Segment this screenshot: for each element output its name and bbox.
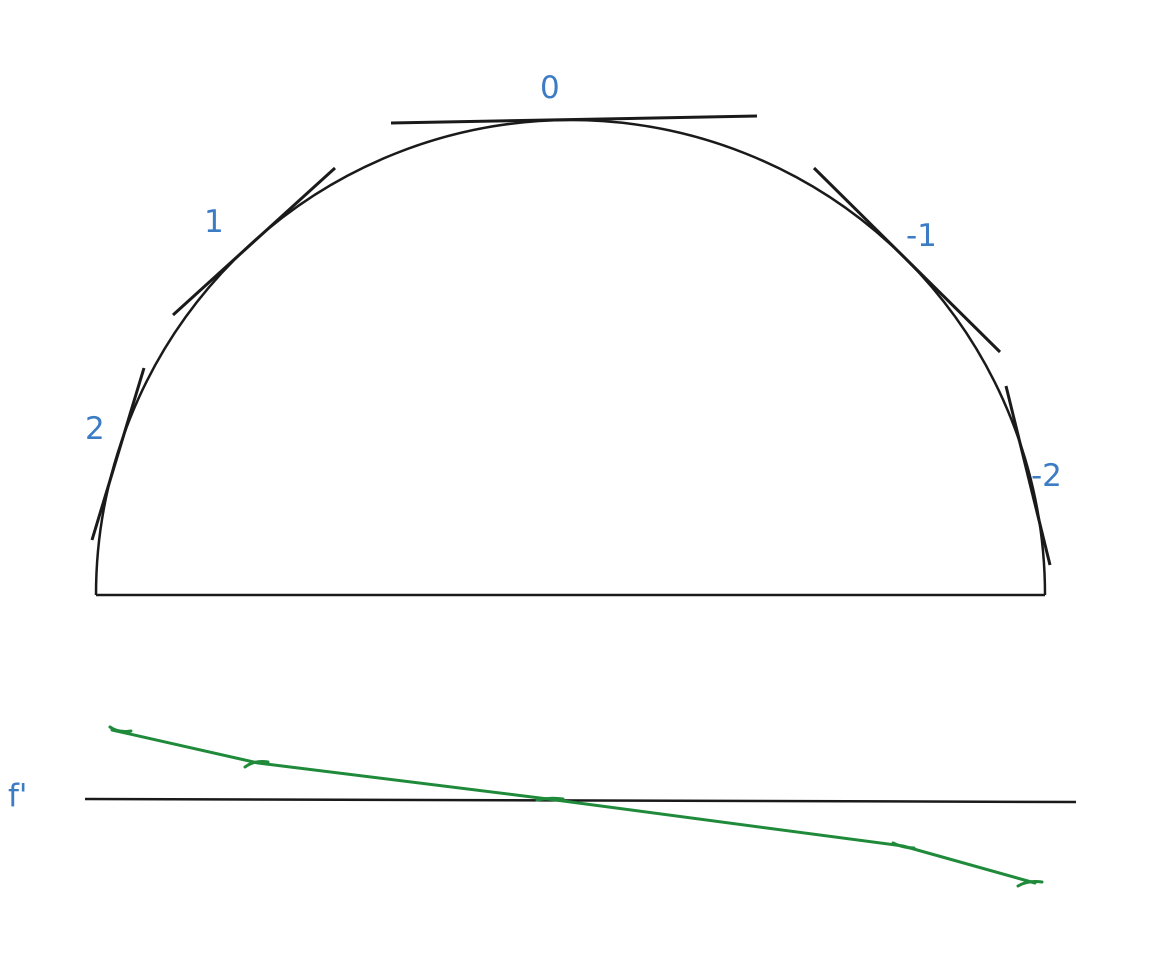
tangent-label-minus-2: -2 (1031, 458, 1062, 494)
tangent-line-1 (171, 166, 337, 317)
tangent-line-0 (390, 114, 758, 125)
tangent-label-2: 2 (85, 411, 105, 447)
f-prime-label: f' (8, 778, 27, 814)
derivative-tick-5 (1016, 880, 1044, 888)
derivative-curve (110, 728, 1037, 885)
derivative-tick-3 (535, 796, 565, 802)
tangent-line-2 (90, 367, 146, 541)
semicircle-arc (94, 118, 1047, 596)
tangent-line-minus-2 (1004, 385, 1052, 566)
tangent-label-0: 0 (540, 70, 560, 106)
derivative-tick-2 (243, 760, 270, 769)
tangent-label-1: 1 (204, 204, 224, 240)
derivative-tick-4 (891, 841, 916, 850)
derivative-tick-1 (108, 725, 133, 733)
tangent-label-minus-1: -1 (906, 218, 937, 254)
tangent-line-minus-1 (812, 166, 1002, 354)
f-prime-axis (84, 797, 1077, 804)
